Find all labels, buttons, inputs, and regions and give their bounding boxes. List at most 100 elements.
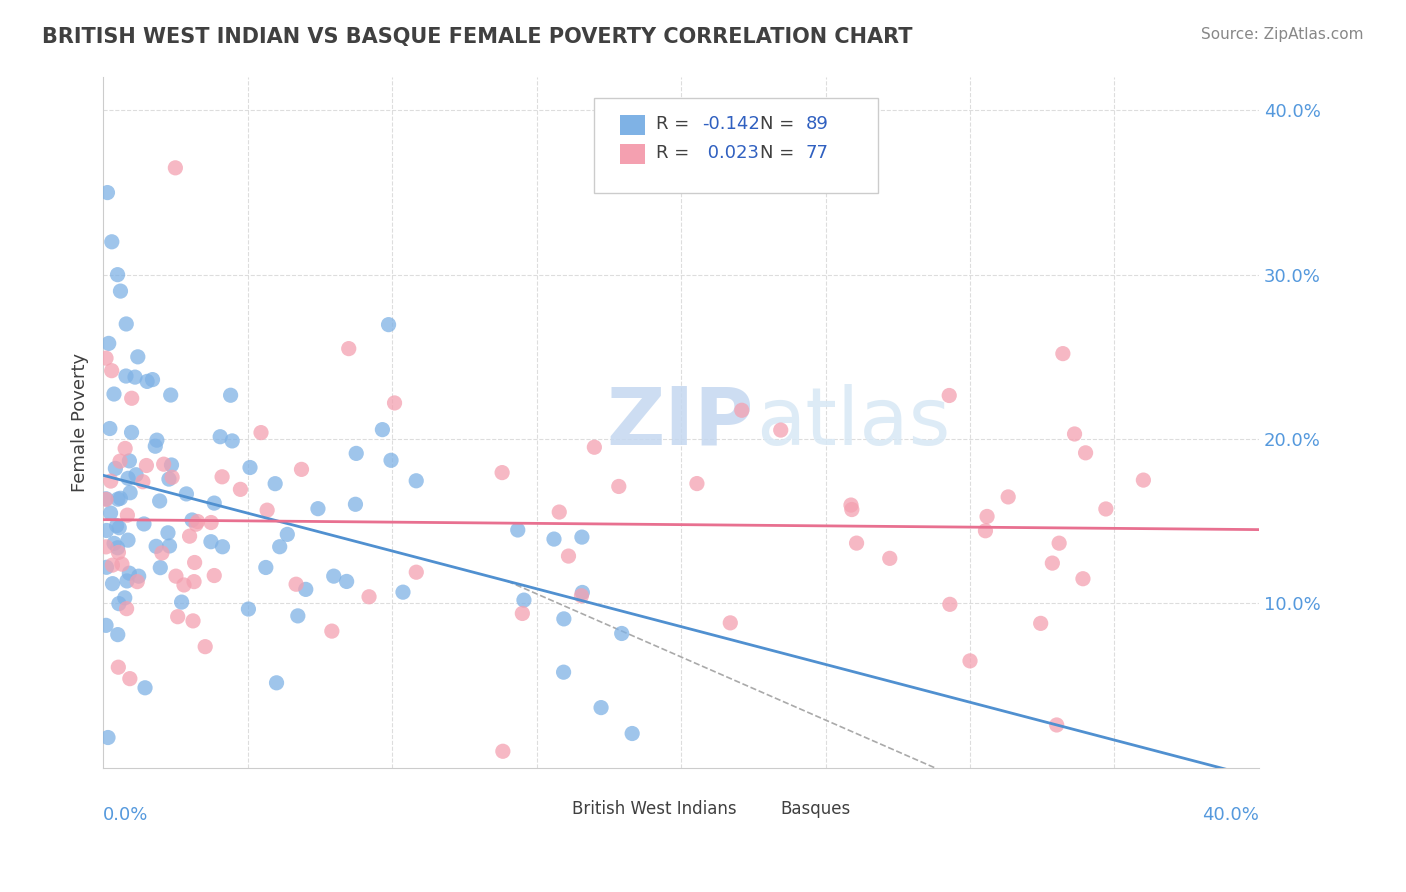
British West Indians — [543, 532, 565, 546]
British West Indians — [105, 518, 128, 533]
Basques — [118, 672, 141, 686]
Basques — [879, 551, 901, 566]
FancyBboxPatch shape — [620, 115, 645, 135]
British West Indians — [96, 186, 118, 200]
Text: R =: R = — [655, 115, 695, 133]
British West Indians — [553, 665, 575, 680]
Text: N =: N = — [759, 144, 800, 161]
British West Indians — [157, 472, 180, 486]
British West Indians — [103, 387, 125, 401]
British West Indians — [97, 336, 120, 351]
British West Indians — [287, 608, 309, 623]
British West Indians — [146, 433, 169, 447]
Text: Source: ZipAtlas.com: Source: ZipAtlas.com — [1201, 27, 1364, 42]
British West Indians — [108, 597, 131, 611]
Basques — [607, 479, 630, 493]
British West Indians — [160, 458, 183, 472]
British West Indians — [571, 585, 593, 599]
Basques — [184, 517, 207, 532]
Basques — [160, 470, 183, 484]
Basques — [731, 403, 754, 417]
Basques — [183, 556, 205, 570]
British West Indians — [97, 731, 120, 745]
Basques — [1074, 446, 1097, 460]
Basques — [321, 624, 343, 639]
British West Indians — [94, 491, 117, 506]
Basques — [211, 470, 233, 484]
Basques — [100, 364, 122, 378]
British West Indians — [110, 491, 132, 506]
British West Indians — [149, 560, 172, 574]
Basques — [108, 454, 131, 468]
British West Indians — [392, 585, 415, 599]
British West Indians — [610, 626, 633, 640]
British West Indians — [121, 425, 143, 440]
Basques — [117, 508, 139, 523]
Basques — [290, 462, 312, 476]
Basques — [173, 578, 195, 592]
Basques — [548, 505, 571, 519]
Basques — [337, 342, 360, 356]
British West Indians — [114, 591, 136, 605]
Basques — [94, 540, 117, 554]
FancyBboxPatch shape — [745, 802, 773, 817]
British West Indians — [176, 487, 198, 501]
Basques — [492, 744, 515, 758]
Basques — [165, 569, 187, 583]
Basques — [583, 440, 606, 454]
British West Indians — [553, 612, 575, 626]
Basques — [187, 515, 209, 529]
British West Indians — [94, 618, 117, 632]
British West Indians — [156, 525, 179, 540]
Basques — [841, 502, 863, 516]
British West Indians — [377, 318, 399, 332]
FancyBboxPatch shape — [620, 145, 645, 164]
British West Indians — [141, 373, 163, 387]
Basques — [938, 388, 960, 402]
Basques — [1052, 346, 1074, 360]
British West Indians — [405, 474, 427, 488]
Basques — [1063, 427, 1085, 442]
British West Indians — [115, 574, 138, 588]
British West Indians — [513, 593, 536, 607]
British West Indians — [344, 497, 367, 511]
Text: 0.023: 0.023 — [702, 144, 759, 161]
British West Indians — [380, 453, 402, 467]
British West Indians — [181, 513, 204, 527]
Text: N =: N = — [759, 115, 800, 133]
Basques — [997, 490, 1019, 504]
British West Indians — [125, 467, 148, 482]
Y-axis label: Female Poverty: Female Poverty — [72, 353, 89, 492]
Basques — [974, 524, 997, 538]
British West Indians — [589, 700, 612, 714]
British West Indians — [211, 540, 233, 554]
British West Indians — [159, 388, 181, 402]
British West Indians — [98, 421, 121, 435]
Basques — [1071, 572, 1094, 586]
British West Indians — [170, 595, 193, 609]
British West Indians — [238, 602, 260, 616]
British West Indians — [118, 454, 141, 468]
British West Indians — [101, 576, 124, 591]
Basques — [686, 476, 709, 491]
British West Indians — [506, 523, 529, 537]
Basques — [101, 558, 124, 573]
British West Indians — [202, 496, 225, 510]
British West Indians — [294, 582, 316, 597]
Basques — [405, 565, 427, 579]
Basques — [384, 396, 406, 410]
British West Indians — [269, 540, 291, 554]
British West Indians — [336, 574, 359, 589]
British West Indians — [118, 566, 141, 581]
British West Indians — [107, 541, 129, 555]
Basques — [229, 483, 252, 497]
Basques — [1040, 556, 1063, 570]
British West Indians — [266, 675, 288, 690]
Basques — [166, 609, 188, 624]
Basques — [357, 590, 380, 604]
British West Indians — [344, 446, 367, 460]
Basques — [194, 640, 217, 654]
Basques — [179, 529, 201, 543]
British West Indians — [159, 539, 181, 553]
Basques — [132, 475, 155, 489]
